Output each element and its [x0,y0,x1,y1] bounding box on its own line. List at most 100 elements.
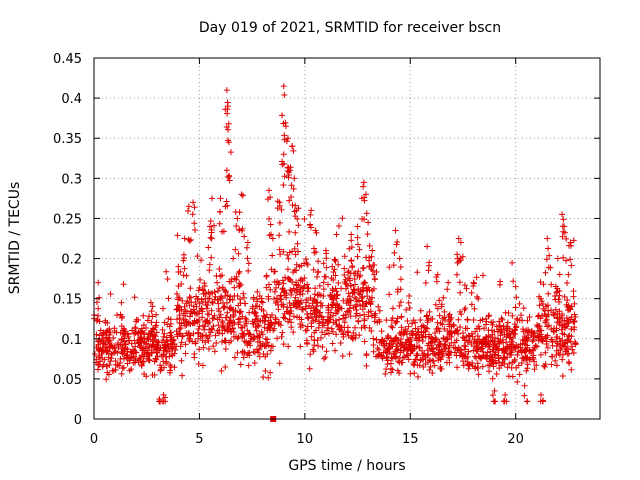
data-point [509,312,516,319]
data-point [267,221,274,228]
data-point [530,336,537,343]
data-point [159,305,166,312]
data-point [275,306,282,313]
data-point [560,254,567,261]
y-axis-label: SRMTID / TECUs [7,182,23,295]
data-point [497,332,504,339]
data-point [219,319,226,326]
data-point [468,301,475,308]
data-point [244,327,251,334]
data-point [280,182,287,189]
data-point [193,317,200,324]
data-point [310,348,317,355]
data-point [105,354,112,361]
data-point [290,329,297,336]
data-point [268,312,275,319]
data-point [483,340,490,347]
data-point [245,267,252,274]
data-point [500,354,507,361]
data-point [567,242,574,249]
data-point [165,295,172,302]
data-point [314,273,321,280]
data-point [519,340,526,347]
data-point [457,239,464,246]
data-point [347,282,354,289]
data-point [287,167,294,174]
data-point [108,351,115,358]
data-point [256,303,263,310]
data-point [360,280,367,287]
data-point [111,325,118,332]
data-point [262,367,269,374]
data-point [531,358,538,365]
data-point [496,281,503,288]
data-point [276,232,283,239]
data-point [112,348,119,355]
data-point [397,263,404,270]
data-point [485,362,492,369]
data-point [405,346,412,353]
data-point [222,293,229,300]
data-point [207,234,214,241]
data-point [534,323,541,330]
data-point [544,323,551,330]
data-point [274,278,281,285]
data-point [155,339,162,346]
data-point [446,311,453,318]
data-point [299,278,306,285]
data-point [293,267,300,274]
data-point [191,227,198,234]
data-point [182,341,189,348]
data-point [199,337,206,344]
data-point [321,273,328,280]
data-point [215,330,222,337]
data-point [320,292,327,299]
data-point [471,353,478,360]
data-point [106,325,113,332]
data-point [463,285,470,292]
data-point [122,345,129,352]
data-point [441,308,448,315]
data-point [398,313,405,320]
data-point [499,359,506,366]
data-point [506,351,513,358]
data-point [493,371,500,378]
data-point [553,334,560,341]
data-point [236,280,243,287]
data-point [544,344,551,351]
data-point [224,106,231,113]
data-point [181,235,188,242]
data-point [209,315,216,322]
data-point [302,303,309,310]
data-point [418,323,425,330]
data-point [240,294,247,301]
data-point [433,278,440,285]
data-point [271,325,278,332]
data-point [316,282,323,289]
data-point [184,208,191,215]
data-point [476,339,483,346]
data-point [441,314,448,321]
data-point [461,282,468,289]
data-point [325,281,332,288]
data-point [360,179,367,186]
data-point [471,343,478,350]
data-point [201,323,208,330]
data-point [153,349,160,356]
data-point [559,356,566,363]
data-point [512,330,519,337]
data-point [222,339,229,346]
data-point [125,333,132,340]
data-point [190,330,197,337]
data-point [207,218,214,225]
data-point [231,275,238,282]
data-point [376,307,383,314]
data-point [521,392,528,399]
data-point [392,335,399,342]
data-point [412,356,419,363]
data-point [105,334,112,341]
data-point [501,398,508,405]
data-point [201,282,208,289]
data-point [216,285,223,292]
data-point [409,320,416,327]
